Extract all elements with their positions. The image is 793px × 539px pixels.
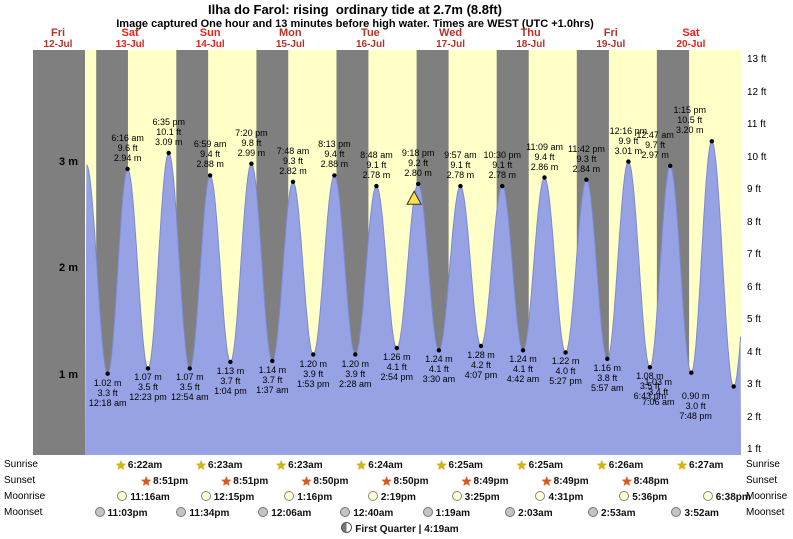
- tide-curve-line: [86, 140, 742, 388]
- tide-point-dot: [416, 181, 421, 187]
- tide-point-dot: [332, 173, 337, 178]
- tide-point-dot: [311, 352, 316, 357]
- moon-phase-text: First Quarter | 4:19am: [355, 524, 459, 535]
- tide-point-dot: [145, 366, 151, 371]
- moon-phase-row: First Quarter | 4:19am: [300, 522, 500, 535]
- tide-point-dot: [394, 345, 399, 351]
- tide-point-dot: [436, 348, 442, 353]
- tide-point-dot: [668, 163, 673, 168]
- tide-point-dot: [290, 179, 296, 184]
- tide-point-dot: [228, 359, 233, 365]
- tide-point-dot: [500, 183, 505, 189]
- tide-point-dot: [270, 358, 275, 364]
- tide-point-dot: [584, 177, 589, 182]
- tide-point-dot: [605, 356, 610, 361]
- tide-point-dot: [374, 183, 379, 189]
- tide-point-dot: [626, 159, 631, 164]
- tide-point-dot: [166, 150, 171, 156]
- tide-point-dot: [187, 366, 192, 371]
- tide-point-dot: [709, 139, 714, 144]
- tide-point-dot: [249, 161, 254, 166]
- tide-point-dot: [542, 175, 547, 180]
- tide-curve-area: [85, 141, 741, 456]
- tide-point-dot: [647, 365, 653, 370]
- tide-point-dot: [105, 371, 110, 376]
- tide-point-dot: [125, 166, 130, 172]
- tide-point-dot: [731, 384, 736, 389]
- tide-point-dot: [207, 173, 213, 178]
- tide-point-dot: [353, 352, 358, 357]
- tide-point-dot: [689, 370, 694, 375]
- tide-point-dot: [478, 343, 484, 349]
- current-time-marker-icon: [406, 190, 422, 205]
- page-title: Ilha do Farol: rising ordinary tide at 2…: [208, 2, 502, 17]
- tide-point-dot: [520, 348, 526, 353]
- first-quarter-moon-icon: [341, 522, 353, 533]
- tide-point-dot: [458, 183, 463, 189]
- page-subtitle: Image captured One hour and 13 minutes b…: [116, 18, 594, 30]
- tide-point-dot: [563, 350, 568, 355]
